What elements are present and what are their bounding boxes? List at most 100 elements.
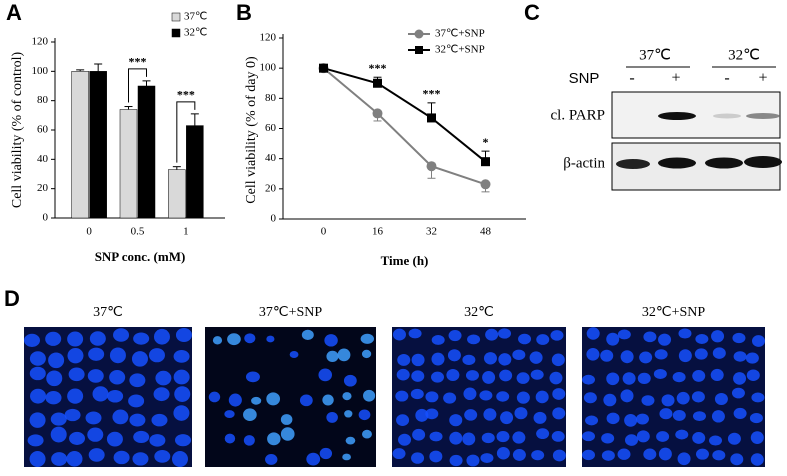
nucleus (175, 327, 192, 343)
y-tick-label: 0 (271, 213, 277, 225)
panel-letter: A (6, 0, 22, 25)
x-tick-label: 0 (321, 226, 327, 238)
point (372, 108, 383, 119)
row-label: β-actin (563, 155, 605, 171)
nucleus (536, 428, 550, 440)
nucleus (695, 448, 709, 460)
nucleus (500, 411, 514, 425)
legend-label: 37℃ (184, 11, 207, 23)
nucleus (449, 431, 463, 445)
nucleus (733, 407, 747, 420)
band (705, 157, 743, 169)
nucleus (88, 347, 105, 361)
nucleus (431, 335, 445, 345)
legend-swatch (171, 28, 181, 38)
nucleus (714, 392, 728, 405)
nucleus (751, 392, 765, 403)
nucleus (709, 435, 723, 446)
x-tick-label: 48 (480, 226, 492, 238)
panel-letter: C (524, 0, 540, 25)
nucleus (659, 408, 673, 420)
nucleus (463, 387, 477, 401)
y-tick-label: 60 (265, 122, 277, 134)
nucleus (496, 391, 510, 402)
nucleus (431, 371, 445, 383)
nucleus (265, 454, 278, 465)
nucleus (749, 412, 763, 424)
nucleus (533, 411, 547, 424)
y-tick-label: 40 (265, 152, 277, 164)
point (480, 179, 491, 190)
nucleus (24, 333, 40, 347)
bar (137, 85, 156, 219)
significance-label: *** (369, 61, 387, 75)
nucleus (483, 352, 497, 365)
nucleus (267, 432, 281, 446)
nucleus (482, 371, 496, 384)
image-label: 32℃ (464, 305, 494, 320)
series-line (322, 67, 486, 186)
band (658, 157, 696, 169)
nucleus (92, 386, 109, 402)
nucleus (46, 370, 63, 387)
nucleus (710, 368, 724, 382)
nucleus (173, 369, 190, 385)
nucleus (88, 448, 105, 462)
nucleus (727, 432, 741, 445)
nucleus (462, 432, 476, 446)
nucleus (106, 431, 123, 447)
nucleus (266, 335, 275, 343)
y-tick-label: 40 (37, 153, 49, 165)
nucleus (280, 427, 295, 441)
nucleus (712, 450, 726, 461)
nucleus (692, 369, 706, 382)
nucleus (415, 408, 429, 422)
nucleus (485, 328, 499, 341)
x-tick-label: 16 (372, 226, 384, 238)
point (481, 157, 490, 167)
nucleus (516, 391, 530, 404)
nucleus (447, 349, 461, 362)
nucleus (243, 408, 257, 422)
nucleus (695, 333, 709, 345)
image-label: 37℃ (93, 305, 123, 320)
significance-label: *** (423, 87, 441, 101)
lane-label: - (724, 70, 729, 87)
nucleus (582, 431, 595, 442)
nucleus (429, 431, 443, 442)
nucleus (411, 353, 425, 367)
lane-label: + (671, 70, 680, 87)
nucleus (175, 434, 192, 447)
nucleus (496, 446, 510, 460)
nucleus (408, 328, 422, 339)
nucleus (322, 394, 334, 406)
nucleus (745, 352, 759, 364)
nucleus (29, 451, 46, 467)
nucleus (622, 372, 636, 385)
y-tick-label: 80 (37, 94, 49, 106)
nucleus (153, 387, 170, 402)
nucleus (228, 393, 242, 407)
nucleus (600, 349, 614, 362)
nucleus (89, 331, 106, 346)
nucleus (48, 352, 65, 369)
nucleus (678, 349, 692, 363)
nucleus (131, 351, 148, 367)
nucleus (64, 408, 81, 422)
nucleus (154, 449, 171, 463)
nucleus (129, 373, 146, 388)
nucleus (656, 431, 670, 442)
nucleus (66, 451, 83, 467)
nucleus (552, 407, 566, 420)
nucleus (499, 369, 513, 382)
nucleus (730, 453, 744, 466)
nucleus (299, 394, 313, 407)
y-tick-label: 100 (260, 62, 277, 74)
y-tick-label: 0 (43, 212, 49, 224)
x-axis-label: Time (h) (381, 253, 429, 268)
row-label: cl. PARP (551, 107, 605, 123)
nucleus (87, 427, 104, 442)
nucleus (582, 374, 595, 385)
nucleus (498, 353, 512, 366)
nucleus (672, 409, 686, 421)
